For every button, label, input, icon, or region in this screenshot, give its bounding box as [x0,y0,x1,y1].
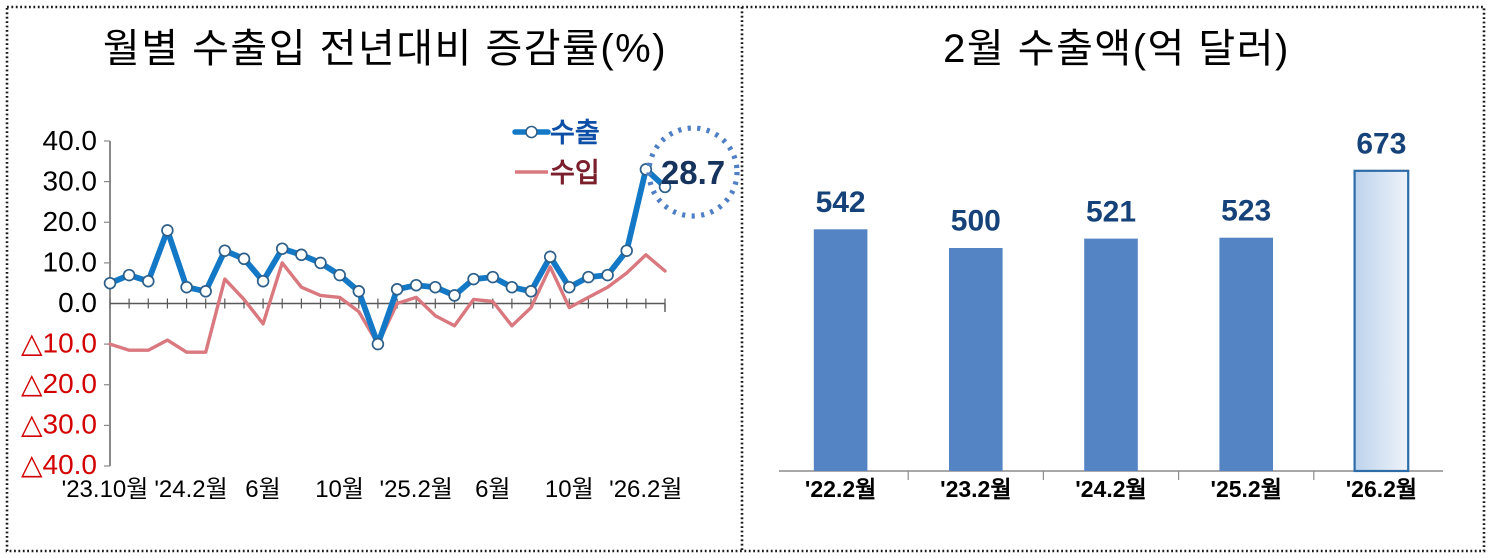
svg-text:'23.2월: '23.2월 [940,476,1011,502]
svg-text:10월: 10월 [545,476,594,503]
svg-text:6월: 6월 [245,476,280,503]
svg-text:523: 523 [1221,194,1271,227]
svg-text:수출: 수출 [550,118,600,148]
svg-text:'24.2월: '24.2월 [154,476,227,503]
svg-text:500: 500 [951,205,1001,238]
svg-text:'22.2월: '22.2월 [805,476,876,502]
svg-text:6월: 6월 [475,476,510,503]
svg-text:20.0: 20.0 [43,206,98,237]
svg-text:'26.2월: '26.2월 [609,476,682,503]
svg-text:'26.2월: '26.2월 [1346,476,1417,502]
svg-text:'25.2월: '25.2월 [380,476,453,503]
svg-text:'23.10월: '23.10월 [62,476,149,503]
svg-text:△30.0: △30.0 [21,409,97,440]
svg-text:'25.2월: '25.2월 [1210,476,1281,502]
svg-text:△10.0: △10.0 [21,328,97,359]
svg-text:10월: 10월 [315,476,364,503]
svg-text:0.0: 0.0 [58,287,97,318]
svg-text:30.0: 30.0 [43,166,98,197]
svg-text:수입: 수입 [550,158,600,188]
svg-text:28.7: 28.7 [661,154,725,191]
svg-text:40.0: 40.0 [43,125,98,156]
svg-text:10.0: 10.0 [43,247,98,278]
svg-text:542: 542 [816,186,866,219]
svg-text:521: 521 [1086,195,1136,228]
svg-text:△20.0: △20.0 [21,368,97,399]
svg-text:673: 673 [1356,128,1406,161]
svg-text:'24.2월: '24.2월 [1075,476,1146,502]
